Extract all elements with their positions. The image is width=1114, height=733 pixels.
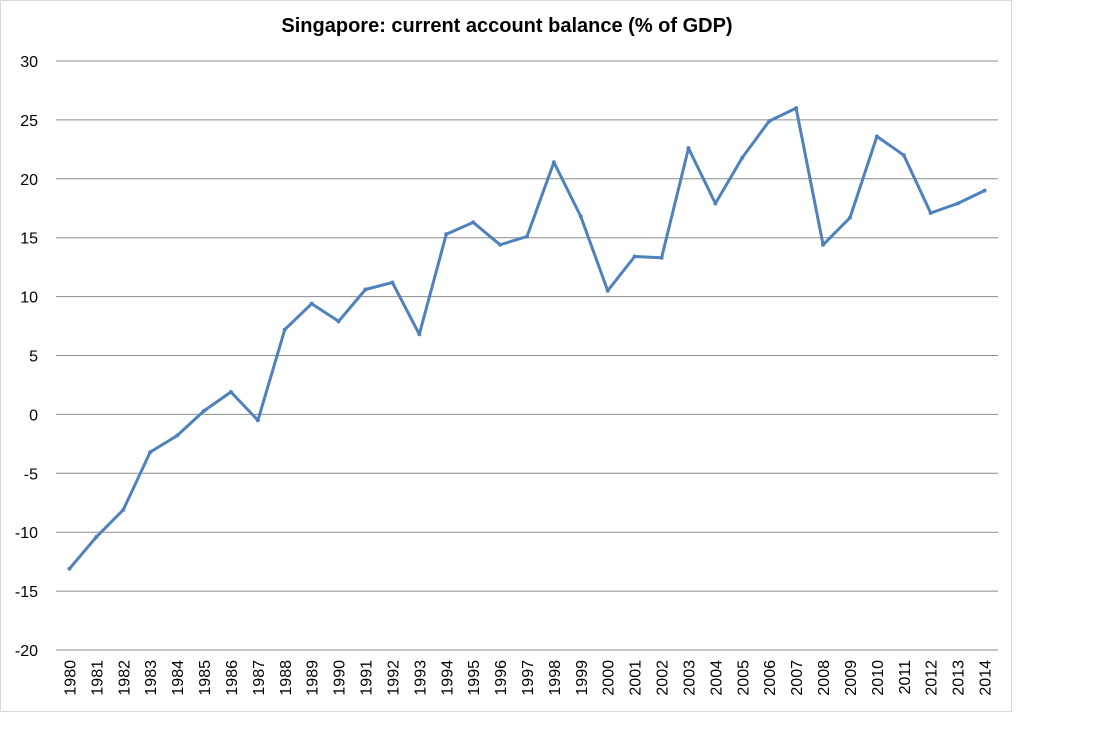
x-tick-label: 2004 <box>708 660 725 696</box>
x-tick-label: 1993 <box>412 660 429 696</box>
x-tick-label: 1983 <box>143 660 160 696</box>
x-tick-label: 1990 <box>332 660 349 696</box>
data-point <box>767 119 772 124</box>
line-chart: 30 25 20 15 10 5 0 -5 -10 -15 -20 1980 1981 1982 1983… <box>15 54 998 696</box>
data-point <box>928 210 933 215</box>
x-tick-label: 1985 <box>197 660 214 696</box>
x-tick-label: 2014 <box>978 660 995 696</box>
data-point <box>740 155 745 160</box>
data-point <box>498 242 503 247</box>
x-tick-label: 1995 <box>466 660 483 696</box>
x-tick-label: 2002 <box>655 660 672 696</box>
data-point <box>551 160 556 165</box>
chart-area: Singapore: current account balance (% of… <box>0 0 1012 712</box>
x-tick-label: 2012 <box>924 660 941 696</box>
x-tick-label: 1982 <box>116 660 133 696</box>
x-tick-label: 1988 <box>278 660 295 696</box>
y-axis-ticks: 30 25 20 15 10 5 0 -5 -10 -15 -20 <box>15 54 38 660</box>
y-tick-label: -20 <box>15 643 38 660</box>
x-tick-label: 2003 <box>681 660 698 696</box>
data-point <box>228 390 233 395</box>
data-point <box>874 134 879 139</box>
y-tick-label: -5 <box>24 466 38 483</box>
y-tick-label: 20 <box>20 172 38 189</box>
gridlines <box>56 60 998 651</box>
data-point <box>202 408 207 413</box>
x-tick-label: 2000 <box>601 660 618 696</box>
y-tick-label: 0 <box>29 407 38 424</box>
data-point <box>686 146 691 151</box>
chart-title: Singapore: current account balance (% of… <box>281 15 733 37</box>
data-point <box>390 280 395 285</box>
x-tick-label: 2011 <box>897 660 914 695</box>
x-tick-label: 1989 <box>305 660 322 696</box>
y-tick-label: -10 <box>15 525 38 542</box>
x-tick-label: 1980 <box>62 660 79 696</box>
x-tick-label: 1992 <box>385 660 402 696</box>
data-point <box>336 319 341 324</box>
data-point <box>847 215 852 220</box>
data-point <box>67 566 72 571</box>
data-point <box>121 507 126 512</box>
data-point <box>955 201 960 206</box>
series-layer <box>67 106 987 571</box>
y-tick-label: 10 <box>20 290 38 307</box>
data-point <box>363 287 368 292</box>
data-point <box>605 288 610 293</box>
x-tick-label: 1999 <box>574 660 591 696</box>
x-tick-label: 2005 <box>735 660 752 696</box>
x-tick-label: 2006 <box>762 660 779 696</box>
data-point <box>659 255 664 260</box>
data-point <box>417 332 422 337</box>
data-point <box>282 327 287 332</box>
x-tick-label: 1986 <box>224 660 241 696</box>
data-point <box>632 254 637 259</box>
x-axis-ticks: 1980 1981 1982 1983 1984 1985 1986 1987 1988 1989… <box>62 660 994 696</box>
data-point <box>148 450 153 455</box>
x-tick-label: 1981 <box>89 660 106 696</box>
x-tick-label: 2009 <box>843 660 860 696</box>
x-tick-label: 2010 <box>870 660 887 696</box>
data-point <box>175 433 180 438</box>
data-point <box>578 214 583 219</box>
data-point <box>444 232 449 237</box>
x-tick-label: 1996 <box>493 660 510 696</box>
data-point <box>309 301 314 306</box>
data-point <box>821 242 826 247</box>
x-tick-label: 2008 <box>816 660 833 696</box>
series-line <box>68 106 986 571</box>
x-tick-label: 1987 <box>251 660 268 696</box>
x-tick-label: 2001 <box>628 660 645 696</box>
y-tick-label: 30 <box>20 54 38 71</box>
x-tick-label: 2013 <box>951 660 968 696</box>
data-point <box>94 534 99 539</box>
x-tick-label: 2007 <box>789 660 806 696</box>
y-tick-label: 25 <box>20 113 38 130</box>
x-tick-label: 1994 <box>439 660 456 696</box>
x-tick-label: 1991 <box>359 660 376 696</box>
data-point <box>471 220 476 225</box>
data-point <box>982 188 987 193</box>
x-tick-label: 1998 <box>547 660 564 696</box>
y-tick-label: -15 <box>15 584 38 601</box>
data-point <box>713 201 718 206</box>
data-point <box>901 153 906 158</box>
y-tick-label: 5 <box>29 349 38 366</box>
y-tick-label: 15 <box>20 231 38 248</box>
x-tick-label: 1984 <box>170 660 187 696</box>
data-point <box>255 418 260 423</box>
data-point <box>525 234 529 239</box>
data-point <box>794 106 799 111</box>
x-tick-label: 1997 <box>520 660 537 696</box>
